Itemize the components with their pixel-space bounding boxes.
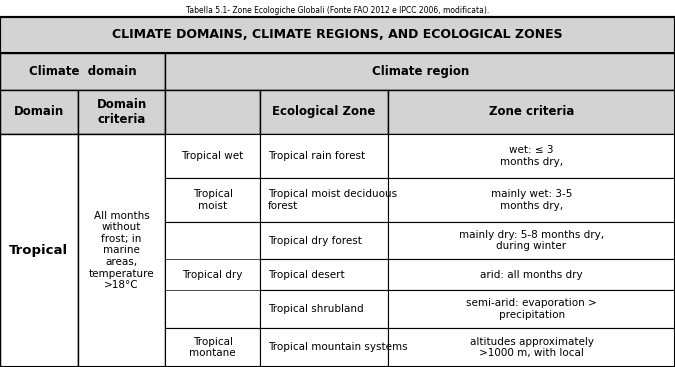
Text: Tropical: Tropical (9, 244, 68, 257)
Bar (165, 178, 260, 222)
Bar (165, 134, 260, 178)
Bar (388, 90, 675, 134)
Text: Tropical dry: Tropical dry (182, 270, 243, 280)
Text: semi-arid: evaporation >
precipitation: semi-arid: evaporation > precipitation (466, 298, 597, 320)
Text: Zone criteria: Zone criteria (489, 105, 574, 119)
Text: Domain: Domain (14, 105, 64, 119)
Text: Tropical shrubland: Tropical shrubland (268, 304, 364, 314)
Text: wet: ≤ 3
months dry,: wet: ≤ 3 months dry, (500, 145, 563, 167)
Bar (388, 290, 675, 328)
Text: Ecological Zone: Ecological Zone (272, 105, 376, 119)
Bar (260, 222, 388, 259)
Bar (388, 178, 675, 222)
Text: Tropical
moist: Tropical moist (192, 189, 233, 211)
Text: Climate  domain: Climate domain (29, 65, 136, 78)
Text: Tropical desert: Tropical desert (268, 270, 345, 280)
Bar (78, 134, 165, 367)
Bar (165, 90, 260, 134)
Text: Tropical dry forest: Tropical dry forest (268, 236, 362, 246)
Text: mainly wet: 3-5
months dry,: mainly wet: 3-5 months dry, (491, 189, 572, 211)
Text: Tropical rain forest: Tropical rain forest (268, 151, 365, 161)
Text: Tropical wet: Tropical wet (182, 151, 244, 161)
Text: CLIMATE DOMAINS, CLIMATE REGIONS, AND ECOLOGICAL ZONES: CLIMATE DOMAINS, CLIMATE REGIONS, AND EC… (112, 28, 563, 41)
Text: Domain
criteria: Domain criteria (97, 98, 146, 126)
Bar (0, 90, 78, 134)
Bar (165, 53, 675, 90)
Text: Tropical moist deciduous
forest: Tropical moist deciduous forest (268, 189, 397, 211)
Text: altitudes approximately
>1000 m, with local: altitudes approximately >1000 m, with lo… (470, 337, 593, 358)
Bar (388, 328, 675, 367)
Bar (260, 328, 388, 367)
Text: Tropical
montane: Tropical montane (189, 337, 236, 358)
Text: arid: all months dry: arid: all months dry (480, 270, 583, 280)
Bar (388, 222, 675, 259)
Text: mainly dry: 5-8 months dry,
during winter: mainly dry: 5-8 months dry, during winte… (459, 230, 604, 251)
Bar (388, 134, 675, 178)
Bar (165, 328, 260, 367)
Bar (260, 90, 388, 134)
Bar (260, 290, 388, 328)
Bar (0, 134, 78, 367)
Text: Tropical mountain systems: Tropical mountain systems (268, 342, 408, 352)
Bar (165, 222, 260, 328)
Text: Climate region: Climate region (371, 65, 469, 78)
Bar (260, 134, 388, 178)
Bar (260, 178, 388, 222)
Text: Tabella 5.1- Zone Ecologiche Globali (Fonte FAO 2012 e IPCC 2006, modificata).: Tabella 5.1- Zone Ecologiche Globali (Fo… (186, 6, 489, 15)
Bar (260, 259, 388, 290)
Bar (78, 90, 165, 134)
Bar (0, 17, 675, 53)
Text: All months
without
frost; in
marine
areas,
temperature
>18°C: All months without frost; in marine area… (88, 211, 155, 290)
Bar (388, 259, 675, 290)
Bar (0, 53, 165, 90)
